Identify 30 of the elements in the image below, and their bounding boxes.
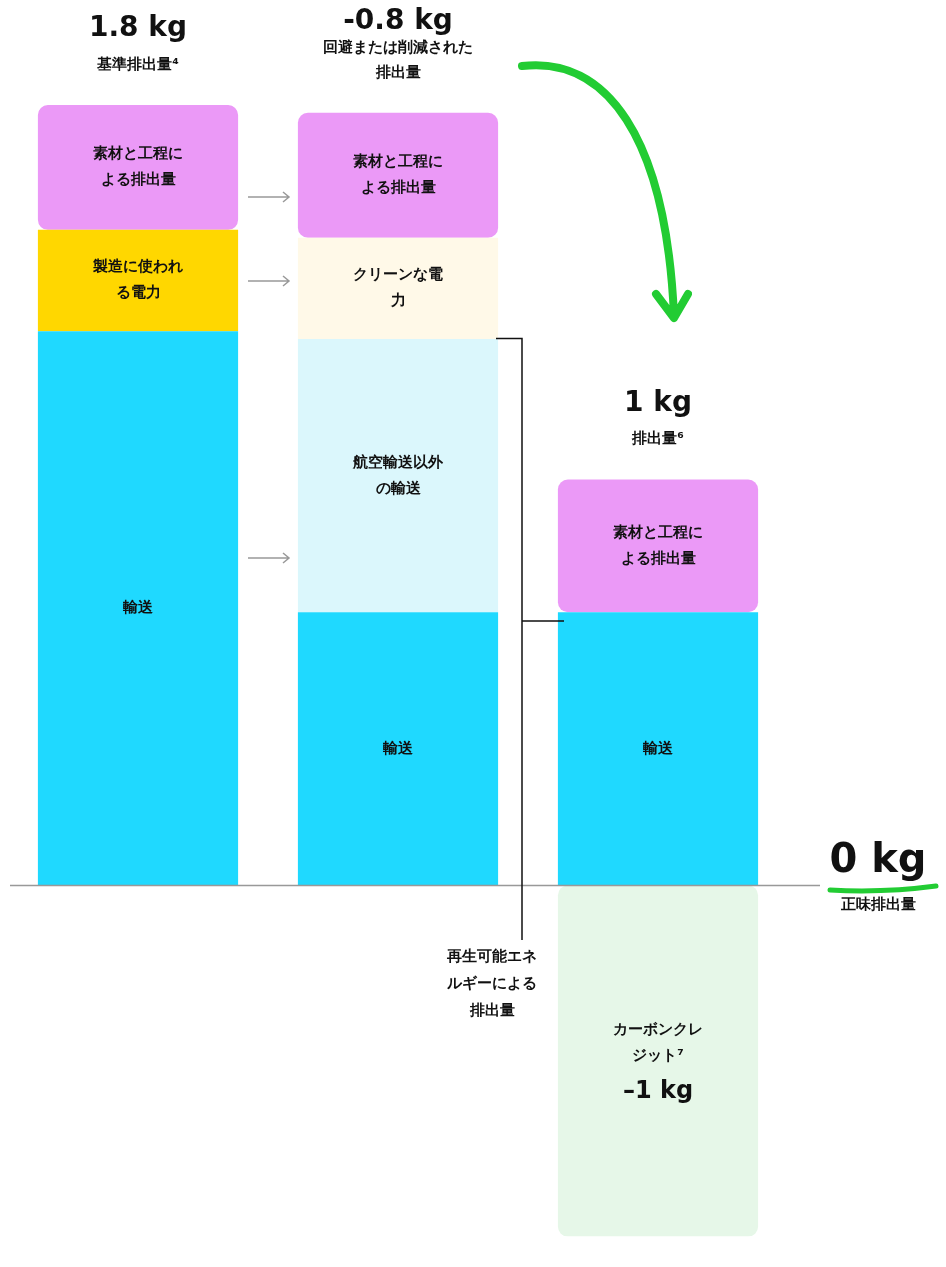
annotation: 1 kg <box>624 384 692 418</box>
text: -0.8 kg <box>343 3 453 37</box>
series-label: クリーンな電力 <box>353 265 443 310</box>
text: 素材と工程による排出量 <box>613 522 703 567</box>
bar <box>557 885 759 1237</box>
series-label: 輸送 <box>122 598 154 617</box>
annotation: 排出量⁶ <box>631 429 684 448</box>
bar <box>557 479 759 613</box>
text: 輸送 <box>383 738 413 757</box>
text: 素材と工程による排出量 <box>353 152 443 197</box>
bar <box>297 612 499 886</box>
bar <box>557 612 759 886</box>
annotation: 再生可能エネルギーによる排出量 <box>446 947 537 1020</box>
bar <box>297 339 499 613</box>
bar <box>297 237 499 340</box>
series-label: 製造に使われる電力 <box>92 257 183 302</box>
bar <box>37 331 239 886</box>
series-label: 素材と工程による排出量 <box>93 144 183 189</box>
text: 正味排出量 <box>839 895 916 914</box>
text: 回避または削減された排出量 <box>323 37 473 81</box>
annotation: –1 kg <box>622 1076 694 1105</box>
text: 0 kg <box>829 834 927 881</box>
bar <box>37 105 239 230</box>
text: 輸送 <box>643 738 673 757</box>
text: 基準排出量⁴ <box>96 54 179 73</box>
text: 1.8 kg <box>88 10 188 44</box>
bar <box>37 229 239 332</box>
series-label: 航空輸送以外の輸送 <box>352 452 444 497</box>
series-label: カーボンクレジット⁷ <box>613 1019 703 1064</box>
bar <box>297 112 499 238</box>
